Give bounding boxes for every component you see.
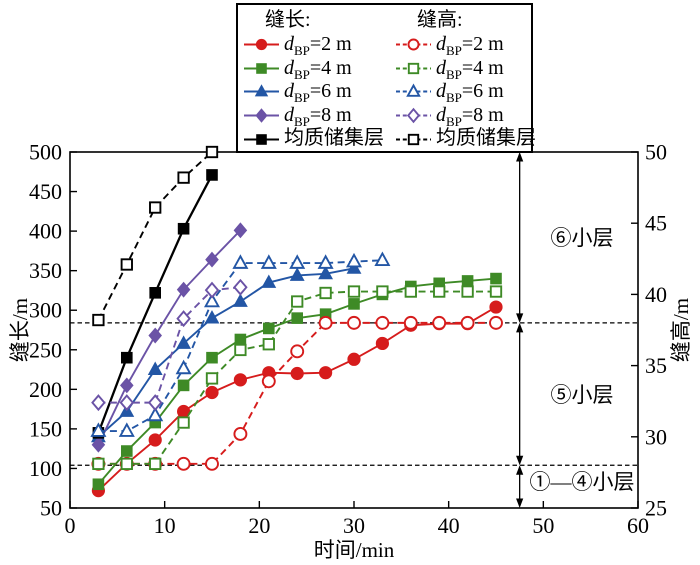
sector-label-1: ⑤小层 <box>550 383 614 408</box>
legend-label-hei-dbp4: dBP=4 m <box>436 56 504 82</box>
series-hei-dbp8 <box>91 278 248 412</box>
series-len-dbp2 <box>91 300 503 498</box>
legend-item-hei-homog: 均质储集层 <box>395 127 536 151</box>
legend-item-hei-dbp6: dBP=6 m <box>395 80 536 104</box>
legend-item-len-dbp6: dBP=6 m <box>243 80 395 104</box>
y-axis-label-left: 缝长/m <box>8 297 32 363</box>
legend-label-len-dbp2: dBP=2 m <box>284 33 352 59</box>
sector-label-0: ⑥小层 <box>550 226 614 251</box>
series-hei-homog <box>92 145 219 327</box>
y-left-tick-label: 50 <box>40 496 62 521</box>
legend-marker-hei-dbp2 <box>396 38 431 51</box>
y-right-tick-label: 30 <box>645 424 667 449</box>
legend-item-len-dbp8: dBP=8 m <box>243 104 395 128</box>
x-tick-label: 40 <box>438 513 460 538</box>
x-tick-label: 0 <box>65 513 76 538</box>
legend-item-hei-dbp2: dBP=2 m <box>395 33 536 57</box>
legend-header-length: 缝长: <box>265 9 311 31</box>
y-left-tick-label: 250 <box>29 337 62 362</box>
series-len-dbp8 <box>91 222 248 453</box>
legend-marker-len-dbp6 <box>244 84 279 97</box>
y-right-tick-label: 40 <box>645 282 667 307</box>
x-tick-label: 20 <box>248 513 270 538</box>
series-hei-dbp4 <box>92 285 503 471</box>
legend-item-len-homog: 均质储集层 <box>243 127 395 151</box>
sector-label-2: ①—④小层 <box>529 469 635 494</box>
x-tick-label: 50 <box>532 513 554 538</box>
y-left-tick-label: 300 <box>29 298 62 323</box>
y-left-tick-label: 450 <box>29 179 62 204</box>
legend-marker-len-homog <box>244 133 279 145</box>
legend-label-len-dbp8: dBP=8 m <box>284 103 352 129</box>
x-tick-label: 30 <box>343 513 365 538</box>
legend-header-height: 缝高: <box>417 9 463 31</box>
legend-label-len-dbp6: dBP=6 m <box>284 80 352 106</box>
y-left-tick-label: 500 <box>29 140 62 165</box>
series-len-homog <box>92 169 218 439</box>
legend-label-hei-dbp2: dBP=2 m <box>436 33 504 59</box>
legend-marker-hei-dbp6 <box>396 84 431 98</box>
legend-marker-len-dbp2 <box>244 39 279 51</box>
legend-label-hei-dbp8: dBP=8 m <box>436 103 504 129</box>
legend-label-len-homog: 均质储集层 <box>284 127 384 150</box>
section-arrow-1 <box>516 322 524 466</box>
legend-label-hei-homog: 均质储集层 <box>436 127 536 150</box>
y-axis-label-right: 缝高/m <box>669 297 693 363</box>
section-arrow-2 <box>516 465 524 508</box>
x-tick-label: 60 <box>627 513 649 538</box>
y-left-tick-label: 200 <box>29 377 62 402</box>
y-right-tick-label: 45 <box>645 211 667 236</box>
y-left-tick-label: 350 <box>29 258 62 283</box>
x-axis-label: 时间/min <box>313 538 395 562</box>
y-right-tick-label: 25 <box>645 496 667 521</box>
legend-item-len-dbp4: dBP=4 m <box>243 57 395 81</box>
legend-marker-hei-dbp4 <box>396 62 431 75</box>
legend-item-hei-dbp4: dBP=4 m <box>395 57 536 81</box>
legend-marker-hei-dbp8 <box>396 107 431 124</box>
legend-label-len-dbp4: dBP=4 m <box>284 56 352 82</box>
series-hei-dbp6 <box>90 251 391 437</box>
legend-item-hei-dbp8: dBP=8 m <box>395 104 536 128</box>
legend: 缝长: 缝高: dBP=2 m dBP=2 m dBP=4 m dBP=4 m dBP=… <box>236 3 536 153</box>
y-left-tick-label: 400 <box>29 219 62 244</box>
section-arrow-0 <box>516 152 524 323</box>
axis-ticks: 0 10 20 30 40 50 60 50 100 150 200 250 300 350 400 450 5… <box>29 140 667 539</box>
y-left-tick-label: 150 <box>29 416 62 441</box>
legend-marker-len-dbp8 <box>244 108 279 123</box>
legend-marker-hei-homog <box>396 133 431 145</box>
y-left-tick-label: 100 <box>29 456 62 481</box>
x-tick-label: 10 <box>154 513 176 538</box>
legend-label-hei-dbp6: dBP=6 m <box>436 80 504 106</box>
legend-marker-len-dbp4 <box>244 63 279 74</box>
legend-item-len-dbp2: dBP=2 m <box>243 33 395 57</box>
y-right-tick-label: 35 <box>645 353 667 378</box>
y-right-tick-label: 50 <box>645 140 667 165</box>
